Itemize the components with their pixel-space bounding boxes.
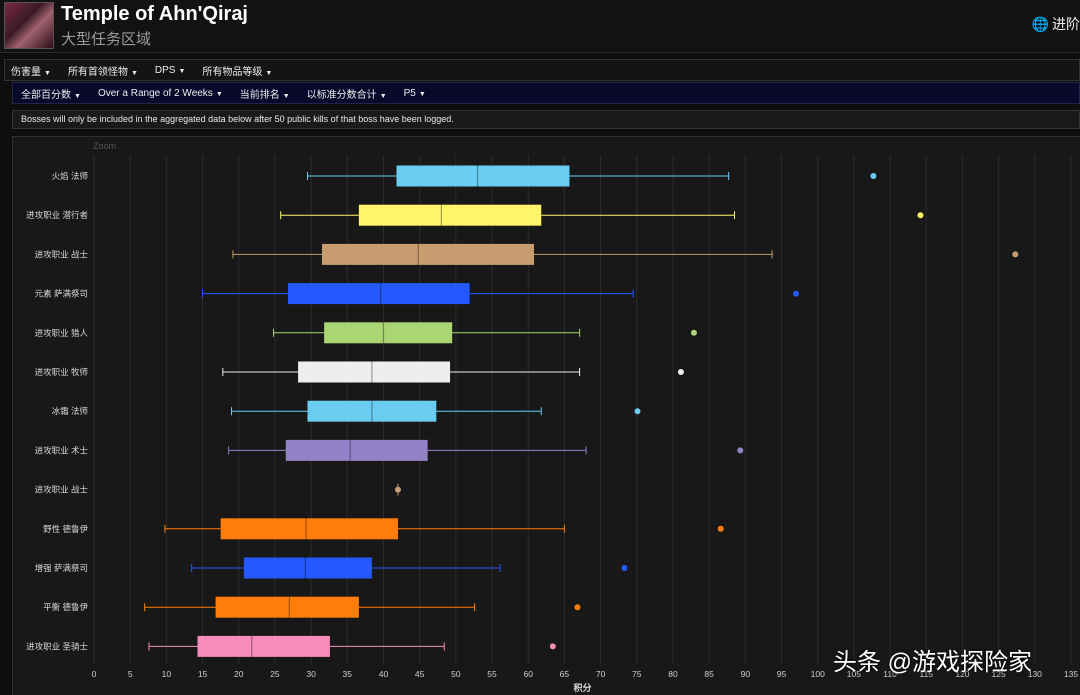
category-label: 火焰 法师 [52,171,89,181]
x-tick-label: 110 [883,669,897,679]
outlier-point [690,329,697,336]
category-label: 进攻职业 圣骑士 [26,641,88,651]
zoom-label: Zoom [93,141,116,151]
x-tick-label: 95 [777,669,787,679]
caret-down-icon: ▼ [282,92,290,100]
x-axis-title: 积分 [573,682,591,693]
x-tick-label: 60 [523,669,533,679]
notice-banner: Bosses will only be included in the aggr… [12,110,1080,129]
outlier-point [792,290,799,297]
box-iqr [324,322,453,344]
filter-bar-secondary: 全部百分数 ▼ Over a Range of 2 Weeks ▼ 当前排名 ▼ 以标… [12,82,1080,104]
progress-label: 进阶 [1052,16,1080,32]
x-tick-label: 135 [1064,669,1078,679]
x-tick-label: 75 [632,669,642,679]
outlier-point [917,212,924,219]
category-label: 冰霜 法师 [52,406,89,416]
x-tick-label: 0 [92,669,97,679]
x-tick-label: 105 [847,669,861,679]
chart-container: Zoom 0 5 10 15 20 25 30 35 40 45 50 55 60 65 70 75 80 85 90… [12,136,1080,695]
box-iqr [220,518,398,540]
x-tick-label: 80 [668,669,678,679]
x-tick-label: 130 [1028,669,1042,679]
x-tick-label: 40 [379,669,389,679]
box-iqr [215,596,359,618]
box-iqr [243,557,372,579]
x-tick-label: 45 [415,669,425,679]
single-value-point [394,486,401,493]
x-tick-label: 15 [198,669,208,679]
outlier-point [634,408,641,415]
x-tick-label: 100 [811,669,825,679]
outlier-point [574,604,581,611]
metric-dropdown[interactable]: 伤害量 ▼ [11,66,51,78]
watermark: 头条 @游戏探险家 [833,649,1033,676]
caret-down-icon: ▼ [130,69,138,77]
x-tick-label: 20 [234,669,244,679]
category-label: 进攻职业 战士 [35,249,89,259]
box-iqr [285,439,428,461]
category-label: 平衡 德鲁伊 [43,602,88,612]
aggregation-dropdown[interactable]: 以标准分数合计 ▼ [306,89,387,101]
category-label: 进攻职业 牧师 [35,367,89,377]
percentile-dropdown[interactable]: 全部百分数 ▼ [21,89,81,101]
filter-bar-primary: 伤害量 ▼ 所有首领怪物 ▼ DPS ▼ 所有物品等级 ▼ [4,59,1080,81]
x-tick-label: 30 [306,669,316,679]
outlier-point [677,369,684,375]
x-tick-label: 90 [741,669,751,679]
outlier-point [737,447,744,454]
box-iqr [307,400,437,422]
globe-icon: 🌐 [1031,16,1049,32]
item-level-dropdown[interactable]: 所有物品等级 ▼ [202,66,273,78]
caret-down-icon: ▼ [74,92,81,100]
category-label: 野性 德鲁伊 [43,524,88,534]
phase-dropdown[interactable]: P5 ▼ [403,87,426,99]
box-iqr [197,635,330,657]
box-iqr [321,243,535,265]
box-iqr [287,283,470,305]
category-label: 进攻职业 战士 [35,485,89,495]
x-tick-label: 125 [992,669,1006,679]
ranking-dropdown[interactable]: 当前排名 ▼ [239,89,290,101]
zone-icon [4,2,54,49]
x-tick-label: 10 [162,669,172,679]
x-tick-label: 35 [343,669,353,679]
caret-down-icon: ▼ [215,90,223,98]
x-tick-label: 70 [596,669,606,679]
x-tick-label: 25 [270,669,280,679]
outlier-point [717,525,724,532]
category-label: 增强 萨满祭司 [35,563,88,573]
x-tick-label: 5 [128,669,133,679]
outlier-point [621,565,628,571]
caret-down-icon: ▼ [178,67,186,75]
box-iqr [358,204,542,226]
x-tick-label: 50 [451,669,461,679]
category-label: 元素 萨满祭司 [35,289,88,299]
progress-link[interactable]: 🌐 进阶 [1032,14,1080,34]
outlier-point [549,643,556,650]
timeframe-dropdown[interactable]: Over a Range of 2 Weeks ▼ [97,87,223,99]
page-subtitle: 大型任务区域 [61,31,152,48]
zone-header: Temple of Ahn'Qiraj 大型任务区域 🌐 进阶 [0,0,1080,53]
box-iqr [298,361,451,383]
box-iqr [396,165,570,187]
box-plot-chart: Zoom 0 5 10 15 20 25 30 35 40 45 50 55 60 65 70 75 80 85 90… [26,141,1078,693]
x-tick-label: 55 [487,669,497,679]
x-tick-label: 115 [919,669,933,679]
category-label: 进攻职业 潜行者 [26,210,88,220]
category-label: 进攻职业 术士 [35,445,89,455]
role-dropdown[interactable]: DPS ▼ [154,64,186,76]
x-tick-label: 120 [955,669,969,679]
outlier-point [1012,251,1019,258]
outlier-point [870,173,877,179]
page-title: Temple of Ahn'Qiraj [61,3,248,25]
caret-down-icon: ▼ [418,90,426,98]
x-tick-label: 65 [560,669,570,679]
x-tick-label: 85 [704,669,714,679]
category-label: 进攻职业 猎人 [35,328,89,338]
boss-dropdown[interactable]: 所有首领怪物 ▼ [67,66,138,78]
caret-down-icon: ▼ [265,69,273,77]
caret-down-icon: ▼ [379,92,387,100]
caret-down-icon: ▼ [44,69,51,77]
